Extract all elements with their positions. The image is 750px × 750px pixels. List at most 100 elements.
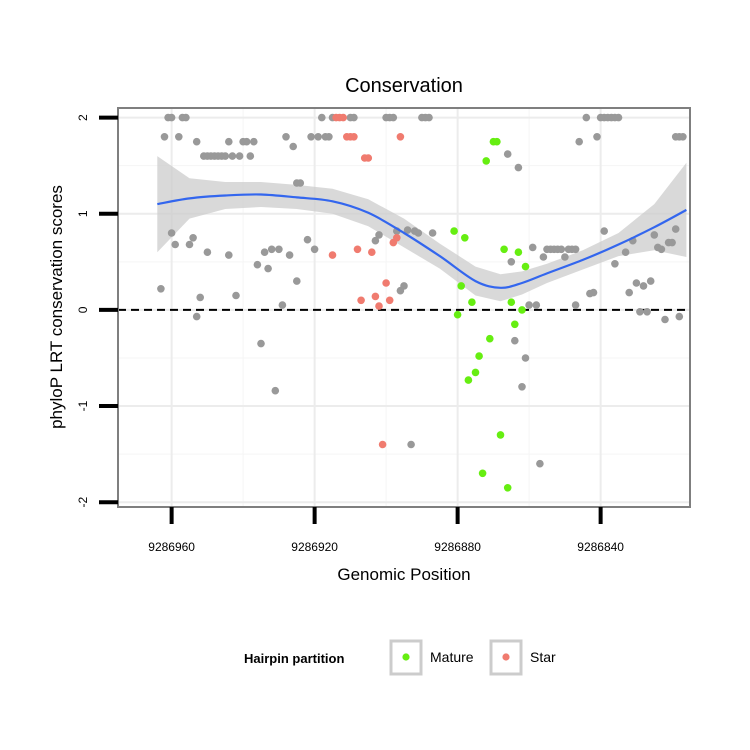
data-point-other	[189, 234, 197, 242]
data-points	[157, 113, 687, 492]
data-point-other	[532, 301, 541, 309]
legend-marker-star	[502, 653, 510, 661]
data-point-mature	[450, 227, 458, 235]
data-point-other	[589, 288, 598, 297]
data-point-other	[507, 258, 516, 266]
data-point-other	[571, 301, 580, 309]
data-point-other	[539, 253, 548, 261]
data-point-other	[157, 285, 165, 293]
data-point-star	[375, 302, 383, 310]
data-point-other	[250, 137, 258, 146]
data-point-star	[378, 440, 387, 449]
legend-marker-mature	[402, 653, 410, 661]
data-point-other	[185, 240, 194, 249]
data-point-star	[382, 279, 390, 287]
data-point-other	[196, 293, 204, 302]
data-point-other	[528, 243, 537, 252]
data-point-other	[425, 113, 433, 122]
legend-label-star: Star	[530, 649, 556, 665]
data-point-other	[285, 251, 294, 259]
data-point-mature	[500, 245, 508, 254]
data-point-other	[582, 113, 591, 122]
data-point-other	[171, 240, 179, 249]
data-point-other	[264, 264, 272, 273]
chart-title: Conservation	[345, 75, 463, 97]
y-tick-label: -2	[76, 497, 90, 508]
data-point-other	[228, 152, 237, 160]
data-point-star	[385, 296, 394, 305]
data-point-other	[275, 245, 283, 254]
smooth-curve	[157, 193, 687, 289]
data-point-mature	[511, 320, 519, 329]
data-point-star	[353, 245, 362, 254]
x-tick-label: 9286920	[291, 540, 338, 554]
data-point-other	[671, 225, 680, 233]
data-point-other	[235, 152, 244, 160]
data-point-mature	[453, 310, 462, 319]
data-point-mature	[518, 306, 526, 314]
data-point-star	[364, 154, 373, 162]
data-point-mature	[471, 368, 480, 377]
y-tick-label: 2	[76, 114, 90, 121]
data-point-other	[511, 336, 519, 345]
data-point-other	[167, 113, 176, 122]
data-point-other	[571, 245, 580, 254]
data-point-mature	[457, 282, 466, 290]
data-point-other	[407, 440, 415, 449]
data-point-other	[182, 113, 190, 122]
data-point-other	[278, 301, 287, 309]
x-tick-label: 9286840	[577, 540, 624, 554]
data-point-mature	[461, 234, 469, 242]
smooth-curve-layer	[157, 193, 687, 289]
data-point-star	[396, 133, 405, 141]
data-point-mature	[521, 262, 530, 271]
data-point-mature	[493, 137, 501, 146]
data-point-star	[371, 292, 380, 301]
data-point-other	[389, 113, 398, 122]
data-point-star	[368, 248, 376, 256]
data-point-mature	[496, 431, 505, 439]
data-point-other	[614, 113, 623, 122]
data-point-star	[393, 234, 401, 242]
data-point-other	[192, 312, 201, 321]
data-point-other	[282, 133, 290, 141]
data-point-other	[657, 245, 666, 254]
data-point-other	[679, 133, 687, 141]
x-tick-label: 9286880	[434, 540, 481, 554]
data-point-other	[225, 251, 233, 259]
data-point-other	[593, 133, 601, 141]
data-point-mature	[503, 484, 512, 492]
data-point-other	[536, 459, 544, 468]
data-point-other	[611, 260, 619, 268]
data-point-other	[403, 226, 412, 234]
y-axis: -2 -1 0 1 2	[76, 114, 118, 508]
data-point-mature	[514, 248, 523, 256]
data-point-other	[600, 227, 608, 235]
y-tick-label: 0	[76, 306, 90, 313]
legend: Hairpin partition Mature Star	[244, 639, 556, 676]
data-point-star	[350, 133, 358, 141]
data-point-other	[325, 133, 333, 141]
data-point-other	[192, 137, 201, 146]
data-point-other	[636, 308, 644, 316]
data-point-star	[328, 251, 337, 259]
x-axis: 9286960 9286920 9286880 9286840	[148, 507, 624, 554]
data-point-other	[232, 291, 240, 300]
data-point-mature	[507, 298, 516, 307]
data-point-mature	[486, 334, 494, 343]
data-point-other	[160, 133, 169, 141]
confidence-band	[157, 156, 687, 302]
data-point-other	[561, 253, 569, 261]
data-point-other	[253, 260, 262, 269]
data-point-other	[318, 113, 326, 122]
data-point-other	[307, 133, 315, 141]
data-point-other	[625, 288, 633, 297]
data-point-mature	[468, 298, 476, 307]
data-point-other	[646, 277, 655, 285]
data-point-other	[518, 383, 526, 391]
y-tick-label: -1	[76, 400, 90, 411]
data-point-other	[167, 229, 176, 237]
data-point-mature	[482, 157, 491, 165]
data-point-other	[675, 312, 684, 321]
